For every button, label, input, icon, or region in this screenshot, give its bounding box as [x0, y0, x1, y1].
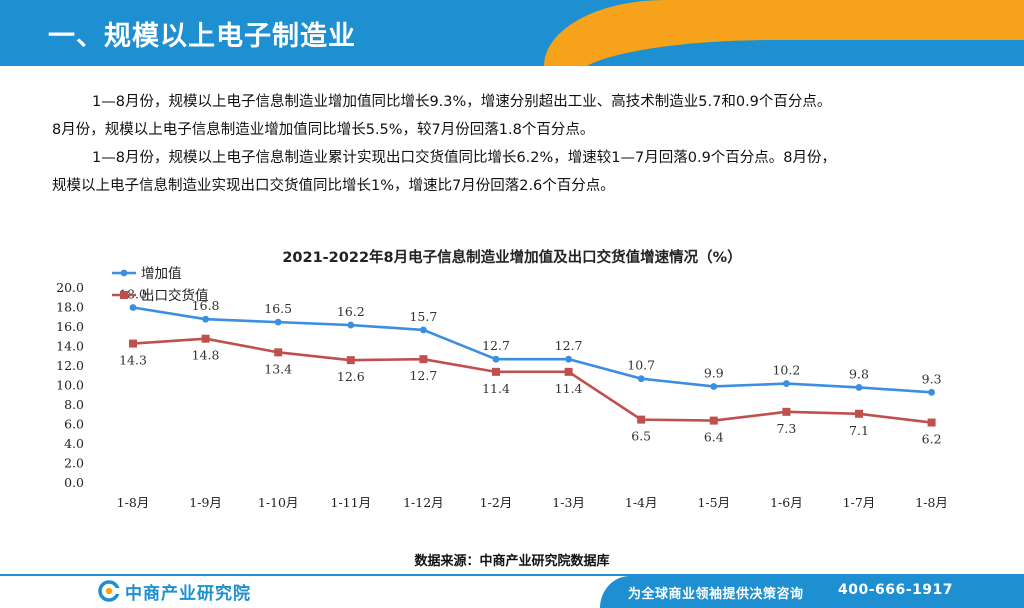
data-label: 6.4 [704, 430, 724, 445]
y-tick-label: 12.0 [56, 358, 84, 373]
x-tick-label: 1-8月 [915, 495, 948, 510]
series-2-point [709, 416, 718, 425]
footer-phone: 400-666-1917 [838, 582, 954, 598]
header-banner: 一、规模以上电子制造业 [0, 0, 1024, 66]
series-1-point [420, 326, 427, 334]
legend-marker-2 [120, 291, 128, 299]
series-1-point [783, 380, 790, 387]
footer-divider [0, 574, 1024, 576]
series-2-point [274, 348, 283, 357]
y-tick-label: 10.0 [56, 378, 84, 393]
series-2-point [201, 334, 210, 343]
series-1-point [492, 355, 500, 363]
x-tick-label: 1-10月 [258, 495, 299, 510]
series-line-2 [132, 337, 932, 424]
zhongshang-logo-icon [98, 580, 120, 602]
data-label: 12.7 [555, 338, 583, 353]
data-label: 16.2 [337, 304, 365, 319]
intro-paragraph-1: 1—8月份，规模以上电子信息制造业增加值同比增长9.3%，增速分别超出工业、高技… [92, 94, 832, 110]
series-2-point [419, 355, 428, 364]
series-1-point [274, 318, 282, 326]
x-tick-label: 1-2月 [480, 495, 513, 510]
data-label: 10.7 [627, 358, 655, 373]
footer-slogan: 为全球商业领袖提供决策咨询 [628, 587, 804, 602]
y-tick-label: 0.0 [64, 475, 84, 490]
data-label: 11.4 [482, 381, 510, 396]
series-1-point [129, 304, 137, 311]
legend-label-1: 增加值 [141, 266, 182, 282]
series-1-point [710, 383, 718, 390]
series-1-point [202, 315, 210, 323]
data-label: 14.3 [119, 353, 147, 368]
data-label: 12.6 [337, 369, 365, 384]
intro-paragraph-1-cont: 8月份，规模以上电子信息制造业增加值同比增长5.5%，较7月份回落1.8个百分点… [52, 122, 595, 138]
legend-marker-1 [120, 269, 128, 277]
data-label: 12.7 [409, 368, 437, 383]
data-label: 10.2 [772, 363, 800, 378]
data-label: 16.5 [264, 301, 292, 316]
series-1-point [855, 384, 863, 391]
intro-text: 1—8月份，规模以上电子信息制造业增加值同比增长9.3%，增速分别超出工业、高技… [52, 88, 982, 200]
y-tick-label: 16.0 [56, 319, 84, 334]
data-label: 9.8 [849, 366, 869, 381]
y-tick-label: 6.0 [64, 417, 84, 432]
series-1-point [347, 321, 355, 329]
y-tick-label: 2.0 [64, 456, 84, 471]
series-2-point [346, 356, 355, 365]
x-tick-label: 1-7月 [843, 495, 876, 510]
x-tick-label: 1-6月 [770, 495, 803, 510]
data-label: 6.2 [922, 432, 942, 447]
x-tick-label: 1-4月 [625, 495, 658, 510]
intro-paragraph-2-cont: 规模以上电子信息制造业实现出口交货值同比增长1%，增速比7月份回落2.6个百分点… [52, 178, 615, 194]
data-label: 7.3 [776, 421, 796, 436]
x-tick-label: 1-12月 [403, 495, 444, 510]
series-2-point [855, 409, 863, 418]
x-tick-label: 1-11月 [331, 495, 372, 510]
footer-bar [600, 576, 1024, 608]
series-2-point [129, 339, 137, 348]
page-title: 一、规模以上电子制造业 [48, 21, 356, 52]
data-source: 数据来源：中商产业研究院数据库 [414, 554, 610, 569]
chart-title: 2021-2022年8月电子信息制造业增加值及出口交货值增速情况（%） [282, 248, 741, 266]
legend-label-2: 出口交货值 [141, 287, 209, 304]
data-label: 16.8 [192, 298, 220, 313]
data-label: 12.7 [482, 338, 510, 353]
y-tick-label: 14.0 [56, 339, 84, 354]
series-2-point [564, 367, 573, 376]
data-label: 9.3 [922, 371, 942, 386]
x-tick-label: 1-9月 [189, 495, 222, 510]
data-label: 9.9 [704, 365, 724, 380]
x-tick-label: 1-3月 [552, 495, 585, 510]
series-1-point [637, 375, 645, 383]
y-tick-label: 8.0 [64, 397, 84, 412]
data-label: 11.4 [555, 381, 583, 396]
footer-logo: 中商产业研究院 [98, 578, 251, 604]
series-2-point [782, 407, 791, 416]
x-tick-label: 1-5月 [697, 495, 730, 510]
series-2-point [927, 418, 936, 427]
y-tick-label: 18.0 [56, 300, 84, 315]
data-label: 6.5 [631, 429, 651, 444]
intro-paragraph-2: 1—8月份，规模以上电子信息制造业累计实现出口交货值同比增长6.2%，增速较1—… [92, 150, 837, 166]
x-tick-label: 1-8月 [117, 495, 150, 510]
data-label: 7.1 [849, 423, 869, 438]
y-tick-label: 4.0 [64, 436, 84, 451]
series-line-1 [132, 306, 932, 394]
series-2-point [492, 367, 500, 376]
line-chart: 2021-2022年8月电子信息制造业增加值及出口交货值增速情况（%） 0.0 2.… [56, 248, 948, 510]
data-label: 15.7 [409, 309, 437, 324]
series-1-point [928, 388, 935, 396]
logo-text: 中商产业研究院 [125, 583, 251, 604]
series-1-point [565, 355, 572, 363]
data-label: 13.4 [264, 361, 292, 376]
y-tick-label: 20.0 [56, 280, 84, 295]
series-2-point [637, 415, 646, 424]
data-label: 14.8 [192, 348, 220, 363]
